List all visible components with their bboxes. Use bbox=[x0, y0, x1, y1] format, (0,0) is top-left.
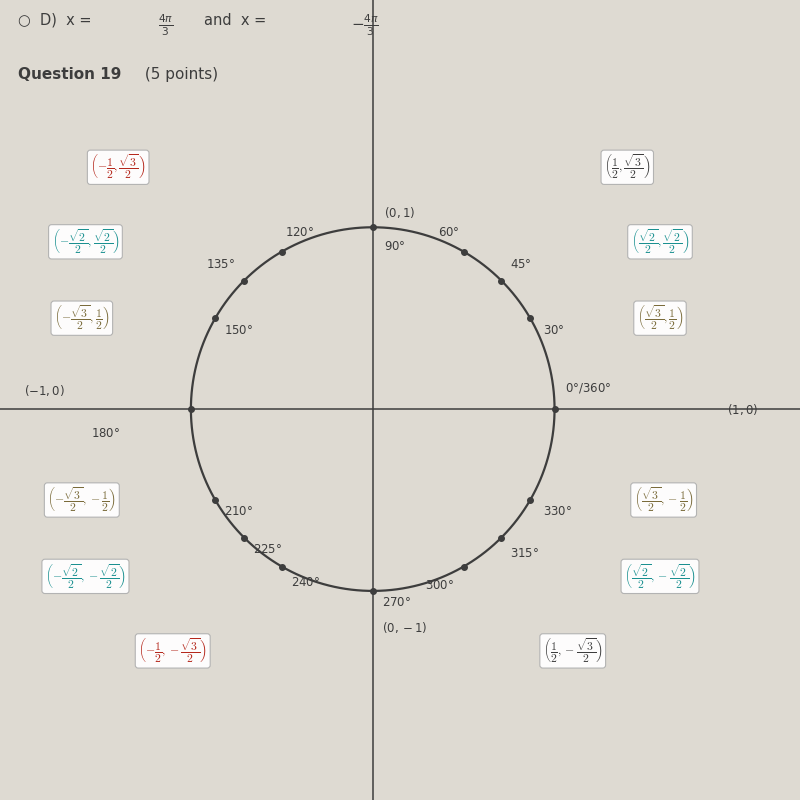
Text: $180°$: $180°$ bbox=[91, 427, 120, 440]
Text: $315°$: $315°$ bbox=[510, 546, 539, 560]
Text: $\left(-\dfrac{\sqrt{3}}{2},-\dfrac{1}{2}\right)$: $\left(-\dfrac{\sqrt{3}}{2},-\dfrac{1}{2… bbox=[47, 486, 116, 514]
Text: $240°$: $240°$ bbox=[291, 576, 320, 589]
Text: $30°$: $30°$ bbox=[543, 324, 565, 337]
Text: $(-1,0)$: $(-1,0)$ bbox=[24, 383, 65, 398]
Text: ○  D)  x =: ○ D) x = bbox=[18, 13, 92, 28]
Text: $210°$: $210°$ bbox=[224, 506, 254, 518]
Text: $270°$: $270°$ bbox=[382, 596, 411, 610]
Text: $45°$: $45°$ bbox=[510, 258, 532, 271]
Text: $300°$: $300°$ bbox=[426, 579, 454, 592]
Text: $330°$: $330°$ bbox=[543, 506, 572, 518]
Text: $(0,1)$: $(0,1)$ bbox=[384, 205, 415, 220]
Text: $90°$: $90°$ bbox=[384, 240, 406, 253]
Text: $\left(\dfrac{\sqrt{3}}{2},\dfrac{1}{2}\right)$: $\left(\dfrac{\sqrt{3}}{2},\dfrac{1}{2}\… bbox=[637, 304, 683, 332]
Text: $225°$: $225°$ bbox=[254, 543, 282, 556]
Text: $120°$: $120°$ bbox=[286, 226, 314, 239]
Text: $60°$: $60°$ bbox=[438, 226, 460, 239]
Text: $135°$: $135°$ bbox=[206, 258, 235, 271]
Text: $\left(-\dfrac{\sqrt{2}}{2},\dfrac{\sqrt{2}}{2}\right)$: $\left(-\dfrac{\sqrt{2}}{2},\dfrac{\sqrt… bbox=[51, 228, 119, 256]
Text: $150°$: $150°$ bbox=[224, 324, 254, 337]
Text: $\left(-\dfrac{1}{2},-\dfrac{\sqrt{3}}{2}\right)$: $\left(-\dfrac{1}{2},-\dfrac{\sqrt{3}}{2… bbox=[138, 637, 207, 665]
Text: $\left(-\dfrac{\sqrt{2}}{2},-\dfrac{\sqrt{2}}{2}\right)$: $\left(-\dfrac{\sqrt{2}}{2},-\dfrac{\sqr… bbox=[45, 562, 126, 590]
Text: $(0,-1)$: $(0,-1)$ bbox=[382, 620, 427, 635]
Text: Question 19: Question 19 bbox=[18, 67, 122, 82]
Text: $\left(-\dfrac{\sqrt{3}}{2},\dfrac{1}{2}\right)$: $\left(-\dfrac{\sqrt{3}}{2},\dfrac{1}{2}… bbox=[54, 304, 110, 332]
Text: $-\frac{4\pi}{3}$: $-\frac{4\pi}{3}$ bbox=[351, 13, 379, 38]
Text: $\left(-\dfrac{1}{2},\dfrac{\sqrt{3}}{2}\right)$: $\left(-\dfrac{1}{2},\dfrac{\sqrt{3}}{2}… bbox=[90, 153, 146, 182]
Text: and  x =: and x = bbox=[204, 13, 266, 28]
Text: $\left(\dfrac{1}{2},\dfrac{\sqrt{3}}{2}\right)$: $\left(\dfrac{1}{2},\dfrac{\sqrt{3}}{2}\… bbox=[604, 153, 650, 182]
Text: $\left(\dfrac{\sqrt{3}}{2},-\dfrac{1}{2}\right)$: $\left(\dfrac{\sqrt{3}}{2},-\dfrac{1}{2}… bbox=[634, 486, 694, 514]
Text: $\left(\dfrac{\sqrt{2}}{2},\dfrac{\sqrt{2}}{2}\right)$: $\left(\dfrac{\sqrt{2}}{2},\dfrac{\sqrt{… bbox=[630, 228, 690, 256]
Text: $0° / 360°$: $0° / 360°$ bbox=[566, 381, 612, 394]
Text: $\frac{4\pi}{3}$: $\frac{4\pi}{3}$ bbox=[158, 13, 174, 38]
Text: $(1,0)$: $(1,0)$ bbox=[727, 402, 758, 417]
Text: $\left(\dfrac{\sqrt{2}}{2},-\dfrac{\sqrt{2}}{2}\right)$: $\left(\dfrac{\sqrt{2}}{2},-\dfrac{\sqrt… bbox=[624, 562, 696, 590]
Text: $\left(\dfrac{1}{2},-\dfrac{\sqrt{3}}{2}\right)$: $\left(\dfrac{1}{2},-\dfrac{\sqrt{3}}{2}… bbox=[543, 637, 602, 665]
Text: (5 points): (5 points) bbox=[140, 67, 218, 82]
